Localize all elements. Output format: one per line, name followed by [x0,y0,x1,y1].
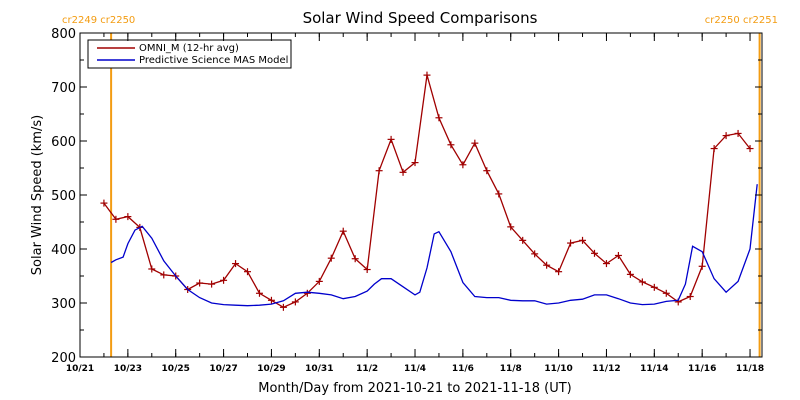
chart-title: Solar Wind Speed Comparisons [303,9,538,27]
series-line-model [110,184,758,307]
data-point-omni [160,271,168,279]
data-point-omni [650,283,658,291]
data-point-omni [339,227,347,235]
y-axis-title: Solar Wind Speed (km/s) [30,115,45,275]
x-tick-label: 11/4 [404,364,426,374]
y-tick-label: 800 [51,27,76,42]
data-point-omni [626,270,634,278]
data-point-omni [722,132,730,140]
data-point-omni [303,289,311,297]
y-tick-label: 700 [51,81,76,96]
data-point-omni [483,167,491,175]
data-point-omni [423,71,431,79]
x-tick-label: 10/23 [114,364,142,374]
data-point-omni [662,289,670,297]
legend-label-omni: OMNI_M (12-hr avg) [139,43,239,54]
data-point-omni [387,135,395,143]
data-point-omni [196,279,204,287]
x-tick-label: 11/14 [640,364,668,374]
data-point-omni [567,239,575,247]
x-tick-label: 10/31 [305,364,333,374]
x-tick-label: 11/10 [544,364,572,374]
data-point-omni [112,215,120,223]
data-point-omni [279,303,287,311]
x-tick-label: 10/29 [257,364,285,374]
y-tick-label: 200 [51,351,76,366]
data-point-omni [746,145,754,153]
data-point-omni [148,265,156,273]
data-point-omni [351,255,359,263]
data-point-omni [267,296,275,304]
data-point-omni [315,277,323,285]
x-tick-label: 10/21 [66,364,94,374]
data-point-omni [507,223,515,231]
legend-box [87,39,292,69]
x-tick-label: 10/25 [162,364,190,374]
rotation-marker-label: cr2250 cr2251 [705,15,778,26]
data-point-omni [435,114,443,122]
data-point-omni [471,139,479,147]
data-point-omni [710,145,718,153]
data-point-omni [411,159,419,167]
data-point-omni [590,249,598,257]
y-tick-label: 400 [51,243,76,258]
data-point-omni [375,167,383,175]
series-line-omni [103,74,751,309]
data-point-omni [100,199,108,207]
data-point-omni [447,141,455,149]
data-point-omni [459,161,467,169]
x-tick-label: 11/12 [592,364,620,374]
data-point-omni [327,254,335,262]
data-point-omni [363,266,371,274]
plot-frame [79,32,763,358]
data-point-omni [399,168,407,176]
y-tick-label: 600 [51,135,76,150]
data-point-omni [208,280,216,288]
data-point-omni [614,251,622,259]
data-point-omni [602,260,610,268]
x-axis-title: Month/Day from 2021-10-21 to 2021-11-18 … [258,381,571,396]
x-tick-label: 11/16 [688,364,716,374]
data-point-omni [531,250,539,258]
data-point-omni [543,261,551,269]
rotation-marker-label: cr2249 cr2250 [62,15,135,26]
data-point-omni [495,190,503,198]
x-tick-label: 11/8 [500,364,522,374]
legend-label-model: Predictive Science MAS Model [139,55,288,66]
legend: OMNI_M (12-hr avg) Predictive Science MA… [87,39,292,69]
data-point-omni [579,236,587,244]
y-tick-label: 300 [51,297,76,312]
data-point-omni [244,268,252,276]
data-point-omni [220,276,228,284]
plot-area [100,33,761,357]
data-point-omni [291,298,299,306]
x-tick-label: 10/27 [209,364,237,374]
data-point-omni [519,236,527,244]
x-tick-label: 11/2 [356,364,378,374]
data-point-omni [555,268,563,276]
data-point-omni [232,260,240,268]
y-tick-label: 500 [51,189,76,204]
x-tick-label: 11/18 [736,364,764,374]
data-point-omni [124,213,132,221]
data-point-omni [698,262,706,270]
data-point-omni [734,129,742,137]
data-point-omni [686,293,694,301]
data-point-omni [255,289,263,297]
x-tick-label: 11/6 [452,364,474,374]
data-point-omni [638,278,646,286]
